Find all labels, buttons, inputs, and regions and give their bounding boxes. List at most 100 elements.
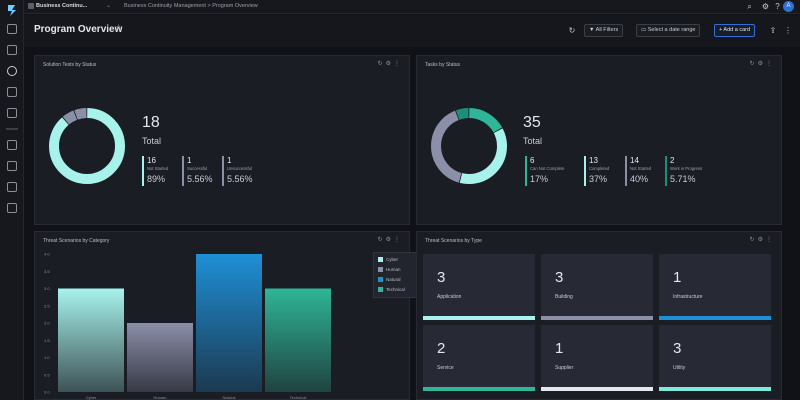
- legend-swatch: [378, 267, 383, 273]
- stat-percent: 5.56%: [187, 174, 213, 184]
- refresh-icon[interactable]: ↻: [568, 26, 576, 35]
- search-icon[interactable]: ⌕: [747, 2, 752, 11]
- tile-value: 3: [673, 340, 682, 357]
- stat-item[interactable]: 14 Not Started 40%: [625, 156, 651, 186]
- legend-item[interactable]: Cyber: [378, 257, 398, 263]
- tile-label: Service: [437, 365, 454, 371]
- bar-human[interactable]: [127, 323, 193, 392]
- y-axis: 0.0 0.5 1.0 1.5 2.0 2.5 3.0 3.5 4.0: [44, 252, 50, 395]
- card-tasks: Tasks by Status ↻⚙⋮ 35 Total 6 Can Not Co…: [416, 55, 782, 225]
- stat-label: Not Started: [630, 166, 652, 171]
- legend-label: Natural: [386, 277, 401, 282]
- tile-value: 2: [437, 340, 446, 357]
- type-tile[interactable]: 1 Supplier: [541, 325, 653, 391]
- y-tick-label: 0.5: [44, 372, 50, 377]
- all-filters-button[interactable]: ▼ All Filters: [584, 24, 624, 37]
- type-tile[interactable]: 2 Service: [423, 325, 535, 391]
- stat-item[interactable]: 1 Successful 5.56%: [182, 156, 213, 186]
- stat-label: Successful: [187, 166, 208, 171]
- y-tick-label: 4.0: [44, 252, 50, 257]
- hierarchy-icon[interactable]: [7, 161, 17, 171]
- y-tick-label: 0.0: [44, 390, 50, 395]
- app-logo-icon[interactable]: [5, 3, 19, 17]
- home-icon[interactable]: [7, 24, 17, 34]
- calendar-icon[interactable]: [7, 182, 17, 192]
- type-tile[interactable]: 3 Utility: [659, 325, 771, 391]
- stat-item[interactable]: 2 Work in Progress 5.71%: [665, 156, 702, 186]
- breadcrumb[interactable]: Business Continuity Management > Program…: [124, 3, 258, 9]
- stat-percent: 5.71%: [670, 174, 696, 184]
- favorite-star-icon[interactable]: ☆: [114, 23, 123, 34]
- x-tick-label: Human: [154, 395, 167, 400]
- calendar-small-icon: ▭: [641, 27, 648, 33]
- settings-icon[interactable]: ⚙: [761, 2, 770, 11]
- stat-label: Not Started: [147, 166, 169, 171]
- app-switcher-icon[interactable]: [28, 3, 34, 9]
- card-title: Tasks by Status: [425, 62, 461, 68]
- x-tick-label: Technical: [290, 395, 307, 400]
- app-switcher[interactable]: Business Continu...: [36, 3, 88, 9]
- stat-percent: 40%: [630, 174, 649, 184]
- date-range-button[interactable]: ▭ Select a date range: [636, 24, 701, 37]
- type-tile[interactable]: 3 Application: [423, 254, 535, 320]
- tile-accent-bar: [541, 387, 653, 391]
- stat-item[interactable]: 13 Completed 37%: [584, 156, 609, 186]
- stat-percent: 37%: [589, 174, 608, 184]
- list-icon[interactable]: [7, 87, 17, 97]
- stat-count: 1: [187, 156, 192, 165]
- share-icon[interactable]: ⇪: [769, 26, 777, 35]
- donut-slice[interactable]: [431, 108, 507, 184]
- legend-swatch: [378, 277, 383, 283]
- grid-icon[interactable]: [7, 45, 17, 55]
- add-card-button[interactable]: + Add a card: [714, 24, 756, 37]
- solution-tests-donut: [49, 108, 125, 184]
- tile-label: Utility: [673, 365, 686, 371]
- card-tools[interactable]: ↻⚙⋮: [377, 237, 403, 243]
- legend-item[interactable]: Technical: [378, 287, 405, 293]
- card-tools[interactable]: ↻⚙⋮: [749, 237, 775, 243]
- stat-item[interactable]: 16 Not Started 89%: [142, 156, 168, 186]
- all-filters-label: All Filters: [595, 27, 619, 33]
- legend-item[interactable]: Natural: [378, 277, 401, 283]
- report-icon[interactable]: [7, 108, 17, 118]
- chevron-down-icon[interactable]: ⌄: [106, 3, 112, 9]
- card-title: Solution Tests by Status: [43, 62, 97, 68]
- y-tick-label: 3.0: [44, 286, 50, 291]
- stat-percent: 89%: [147, 174, 166, 184]
- tile-value: 3: [555, 269, 564, 286]
- user-avatar[interactable]: A: [783, 1, 794, 12]
- help-icon[interactable]: ?: [775, 2, 780, 11]
- donut-segments: [431, 108, 507, 184]
- image-icon[interactable]: [7, 203, 17, 213]
- y-tick-label: 1.5: [44, 338, 50, 343]
- stat-label: Completed: [589, 166, 610, 171]
- donut-slice[interactable]: [431, 108, 507, 184]
- category-bar-chart: 0.0 0.5 1.0 1.5 2.0 2.5 3.0 3.5 4.0 Cyber Human Na…: [44, 252, 331, 400]
- stat-item[interactable]: 1 Unsuccessful 5.56%: [222, 156, 253, 186]
- dashboard-icon[interactable]: [7, 66, 17, 76]
- stat-item[interactable]: 6 Can Not Complete 17%: [525, 156, 564, 186]
- donut-slice[interactable]: [49, 108, 125, 184]
- card-tools[interactable]: ↻⚙⋮: [377, 61, 403, 67]
- card-tools[interactable]: ↻⚙⋮: [749, 61, 775, 67]
- stat-count: 14: [630, 156, 639, 165]
- type-tile[interactable]: 3 Building: [541, 254, 653, 320]
- workflow-icon[interactable]: [7, 140, 17, 150]
- card-threat-type: Threat Scenarios by Type ↻⚙⋮ 3 Applicatio…: [416, 231, 782, 400]
- type-tile[interactable]: 1 Infrastructure: [659, 254, 771, 320]
- more-options-icon[interactable]: ⋮: [784, 26, 792, 35]
- stat-count: 16: [147, 156, 156, 165]
- tile-accent-bar: [659, 316, 771, 320]
- tasks-donut: [431, 108, 507, 184]
- page-header: Program Overview ☆ ↻ ▼ All Filters ▭ Sel…: [24, 15, 800, 47]
- tile-value: 1: [555, 340, 564, 357]
- bar-technical[interactable]: [265, 288, 331, 393]
- card-title: Threat Scenarios by Category: [43, 238, 110, 244]
- bar-natural[interactable]: [196, 254, 262, 392]
- bar-cyber[interactable]: [58, 288, 124, 393]
- legend-item[interactable]: Human: [378, 267, 401, 273]
- stat-label: Unsuccessful: [227, 166, 252, 171]
- tile-label: Supplier: [555, 365, 574, 371]
- total-value: 18: [142, 114, 160, 131]
